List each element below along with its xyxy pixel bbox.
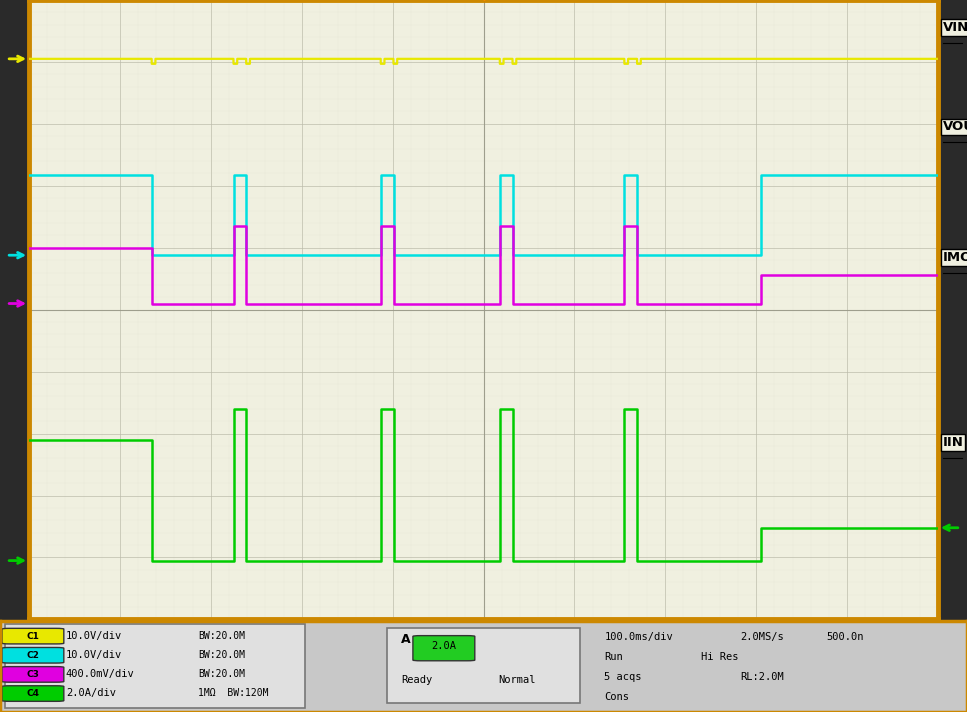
Text: 100.0ms/div: 100.0ms/div (604, 632, 673, 642)
Text: 10.0V/div: 10.0V/div (66, 650, 122, 660)
Text: 2.0A: 2.0A (431, 642, 456, 651)
Text: Cons: Cons (604, 692, 630, 703)
Text: Ready: Ready (401, 675, 432, 685)
Text: RL:2.0M: RL:2.0M (740, 672, 783, 682)
Text: C1: C1 (26, 632, 40, 641)
FancyBboxPatch shape (2, 686, 64, 701)
Text: IIN: IIN (943, 436, 963, 449)
FancyBboxPatch shape (2, 647, 64, 663)
Text: BW:20.0M: BW:20.0M (198, 631, 246, 641)
Text: 5 acqs: 5 acqs (604, 672, 642, 682)
FancyBboxPatch shape (5, 624, 305, 708)
Text: BW:20.0M: BW:20.0M (198, 650, 246, 660)
Text: VIN: VIN (943, 21, 967, 34)
Text: VOUT: VOUT (943, 120, 967, 133)
Text: 400.0mV/div: 400.0mV/div (66, 669, 134, 679)
Text: IMON: IMON (943, 251, 967, 263)
Text: 2.0MS/s: 2.0MS/s (740, 632, 783, 642)
Text: 10.0V/div: 10.0V/div (66, 631, 122, 641)
Text: 500.0n: 500.0n (827, 632, 864, 642)
Text: BW:20.0M: BW:20.0M (198, 669, 246, 679)
Text: C3: C3 (26, 670, 40, 679)
Text: 2.0A/div: 2.0A/div (66, 689, 116, 698)
Text: Run: Run (604, 652, 623, 662)
Text: A: A (401, 632, 411, 646)
Text: Hi Res: Hi Res (701, 652, 739, 662)
Text: C2: C2 (26, 651, 40, 660)
Text: C4: C4 (26, 689, 40, 698)
Text: Normal: Normal (498, 675, 536, 685)
FancyBboxPatch shape (2, 666, 64, 682)
FancyBboxPatch shape (387, 628, 580, 703)
Text: 1MΩ  BW:120M: 1MΩ BW:120M (198, 689, 269, 698)
FancyBboxPatch shape (413, 636, 475, 661)
FancyBboxPatch shape (2, 628, 64, 644)
